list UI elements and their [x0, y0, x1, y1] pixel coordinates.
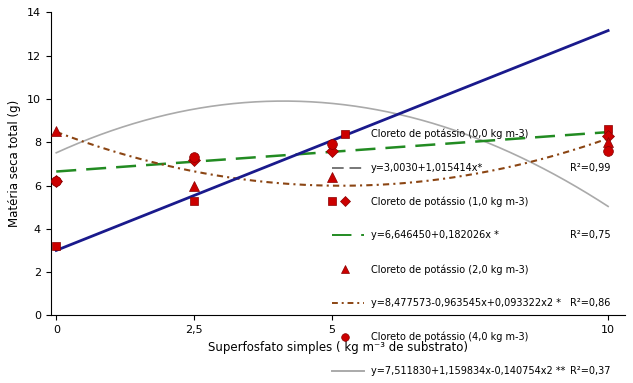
Text: y=6,646450+0,182026x *: y=6,646450+0,182026x *	[371, 231, 499, 241]
Text: R²=0,86: R²=0,86	[570, 298, 610, 308]
Y-axis label: Matéria seca total (g): Matéria seca total (g)	[8, 100, 22, 228]
Text: Cloreto de potássio (4,0 kg m-3): Cloreto de potássio (4,0 kg m-3)	[371, 332, 529, 342]
Text: Cloreto de potássio (1,0 kg m-3): Cloreto de potássio (1,0 kg m-3)	[371, 196, 529, 207]
Text: Cloreto de potássio (0,0 kg m-3): Cloreto de potássio (0,0 kg m-3)	[371, 128, 529, 139]
Text: y=7,511830+1,159834x-0,140754x2 **: y=7,511830+1,159834x-0,140754x2 **	[371, 366, 565, 376]
Text: R²=0,37: R²=0,37	[570, 366, 610, 376]
Text: R²=0,75: R²=0,75	[570, 231, 610, 241]
X-axis label: Superfosfato simples ( kg m⁻³ de substrato): Superfosfato simples ( kg m⁻³ de substra…	[208, 341, 468, 354]
Text: Cloreto de potássio (2,0 kg m-3): Cloreto de potássio (2,0 kg m-3)	[371, 264, 529, 275]
Text: y=3,0030+1,015414x*: y=3,0030+1,015414x*	[371, 162, 483, 172]
Text: y=8,477573-0,963545x+0,093322x2 *: y=8,477573-0,963545x+0,093322x2 *	[371, 298, 561, 308]
Text: R²=0,99: R²=0,99	[570, 162, 610, 172]
